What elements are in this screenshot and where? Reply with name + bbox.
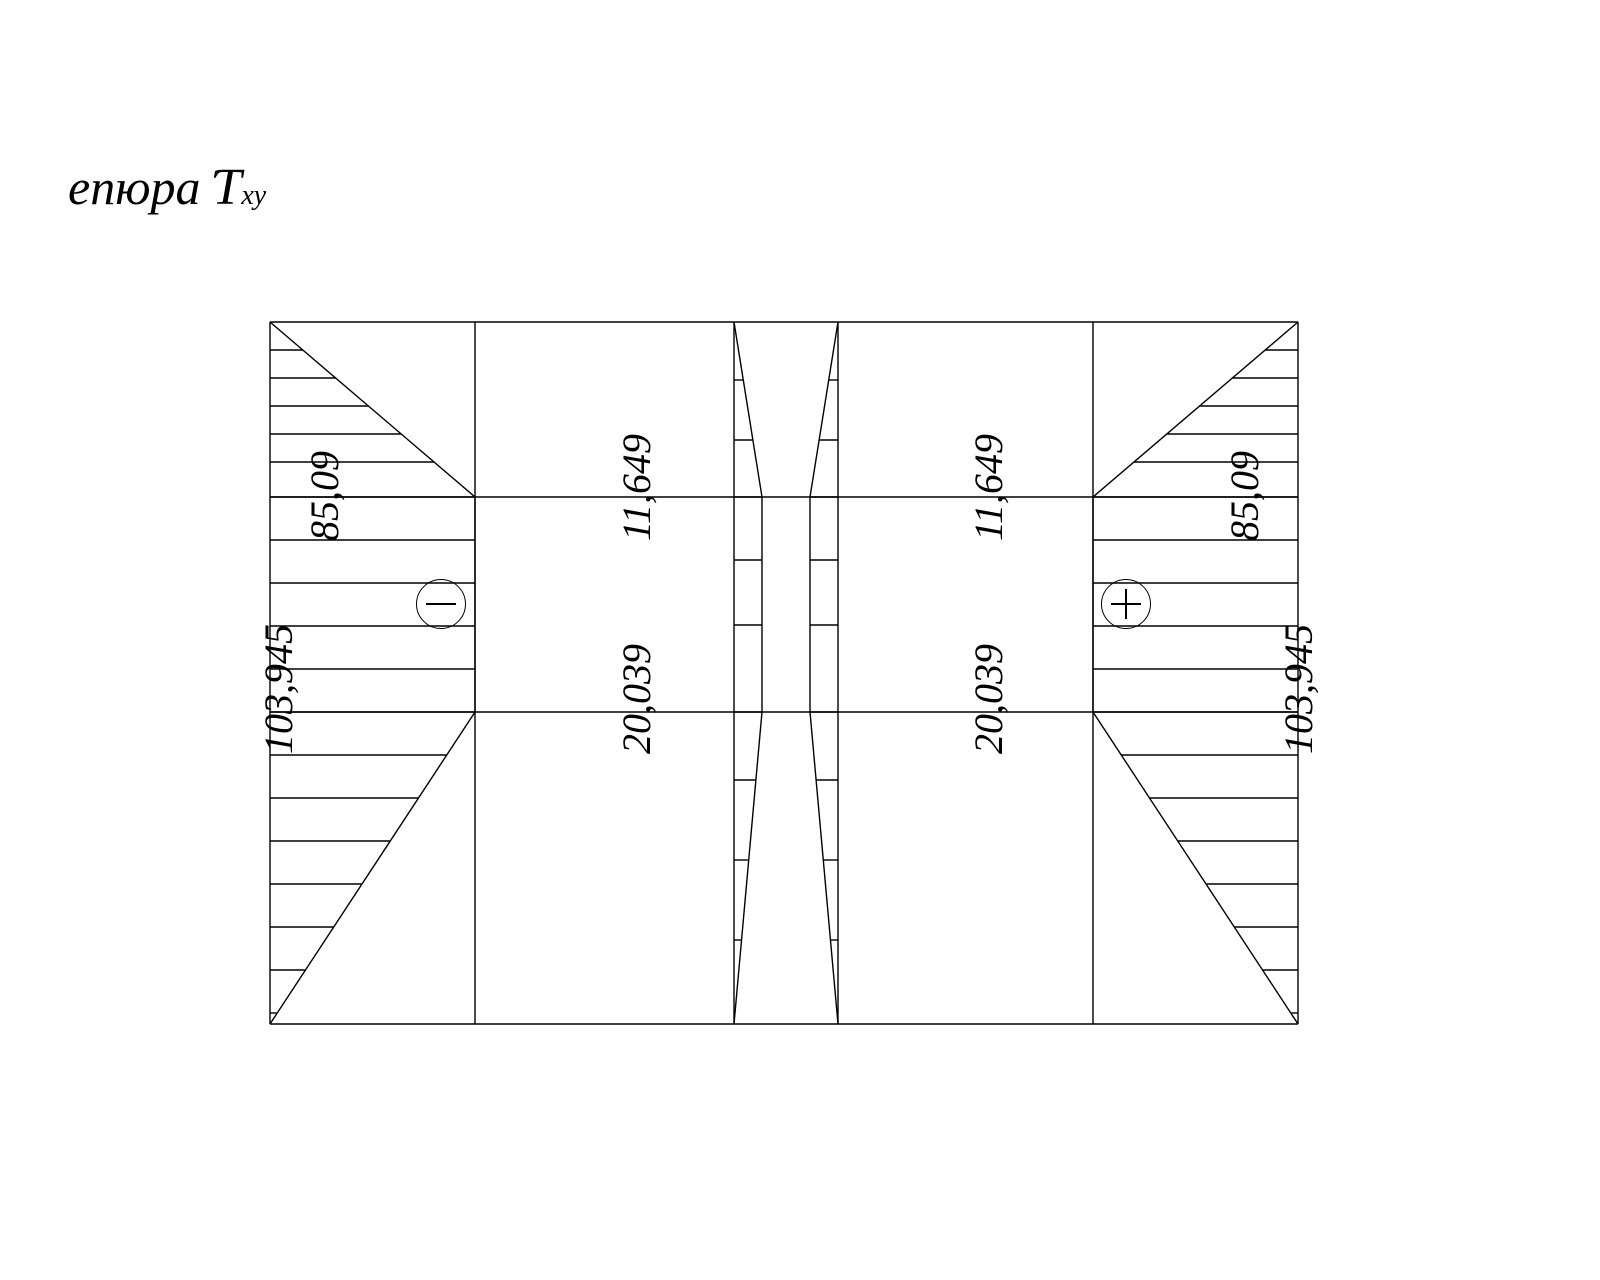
stress-profiles <box>270 322 1298 1024</box>
value-label: 20,039 <box>613 644 660 754</box>
value-label: 103,945 <box>255 624 302 754</box>
value-label: 11,649 <box>613 434 660 541</box>
value-label: 20,039 <box>965 644 1012 754</box>
minus-sign <box>416 579 466 629</box>
value-label: 103,945 <box>1275 624 1322 754</box>
shear-epure-diagram <box>0 0 1600 1280</box>
value-label: 11,649 <box>965 434 1012 541</box>
plus-sign <box>1101 579 1151 629</box>
grid-lines <box>270 322 1298 1024</box>
value-label: 85,09 <box>1221 451 1268 541</box>
value-label: 85,09 <box>301 451 348 541</box>
